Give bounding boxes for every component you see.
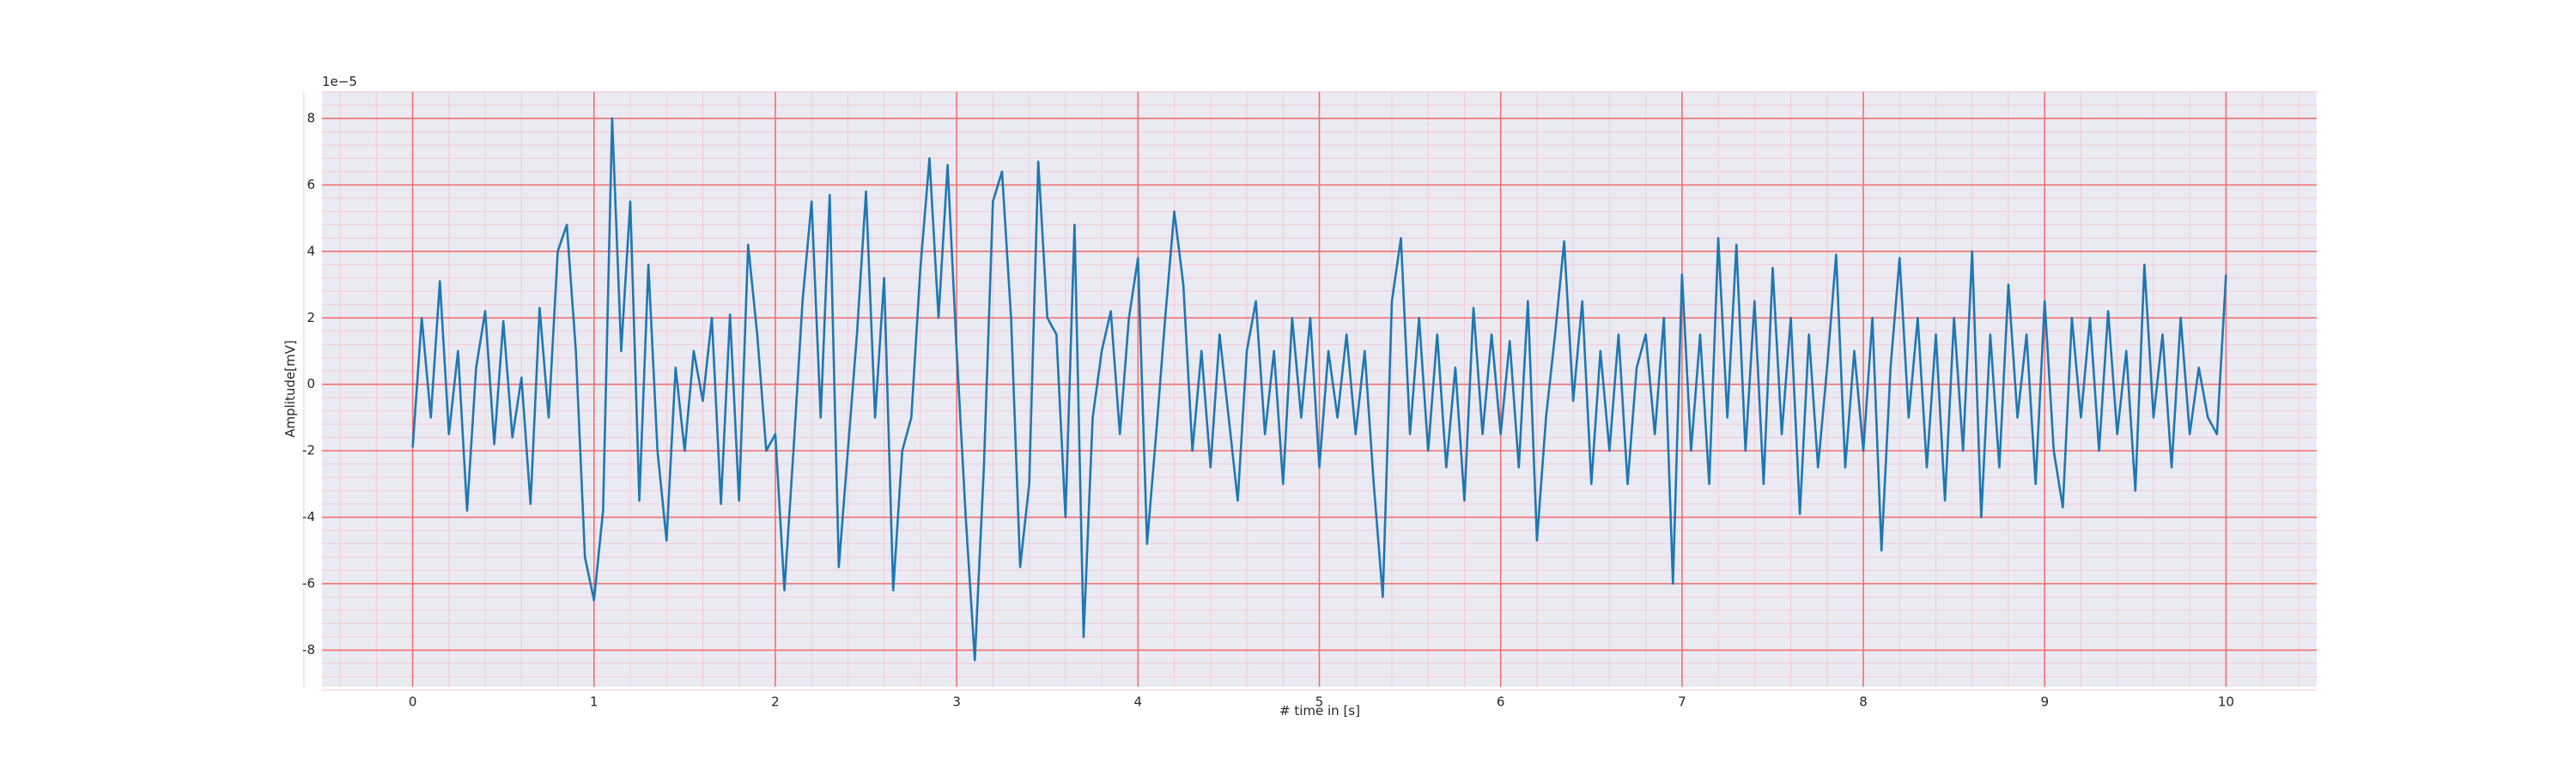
- x-axis-label: # time in [s]: [1279, 703, 1360, 718]
- x-tick-label: 4: [1134, 694, 1143, 710]
- y-tick-label: 4: [307, 243, 315, 258]
- plot-area: [303, 91, 2317, 691]
- x-tick-label: 8: [1859, 694, 1868, 710]
- y-axis-label: Amplitude[mV]: [283, 340, 298, 437]
- x-tick-label: 0: [409, 694, 417, 710]
- x-tick-label: 7: [1678, 694, 1686, 710]
- x-tick-label: 1: [590, 694, 598, 710]
- y-tick-label: 2: [307, 310, 315, 325]
- y-tick-label: 0: [307, 376, 315, 391]
- y-tick-label: 6: [307, 177, 315, 192]
- x-tick-label: 9: [2040, 694, 2049, 710]
- y-tick-label: -8: [302, 642, 315, 658]
- x-tick-label: 10: [2218, 694, 2234, 710]
- y-tick-label: -4: [302, 509, 315, 524]
- x-tick-label: 2: [771, 694, 780, 710]
- y-offset-label: 1e−5: [322, 74, 357, 89]
- y-tick-label: -2: [302, 443, 315, 458]
- x-tick-label: 3: [952, 694, 961, 710]
- signal-line: [411, 117, 2227, 662]
- x-tick-label: 5: [1315, 694, 1324, 710]
- y-tick-label: -6: [302, 575, 315, 591]
- y-tick-label: 8: [307, 110, 315, 125]
- x-tick-label: 6: [1497, 694, 1505, 710]
